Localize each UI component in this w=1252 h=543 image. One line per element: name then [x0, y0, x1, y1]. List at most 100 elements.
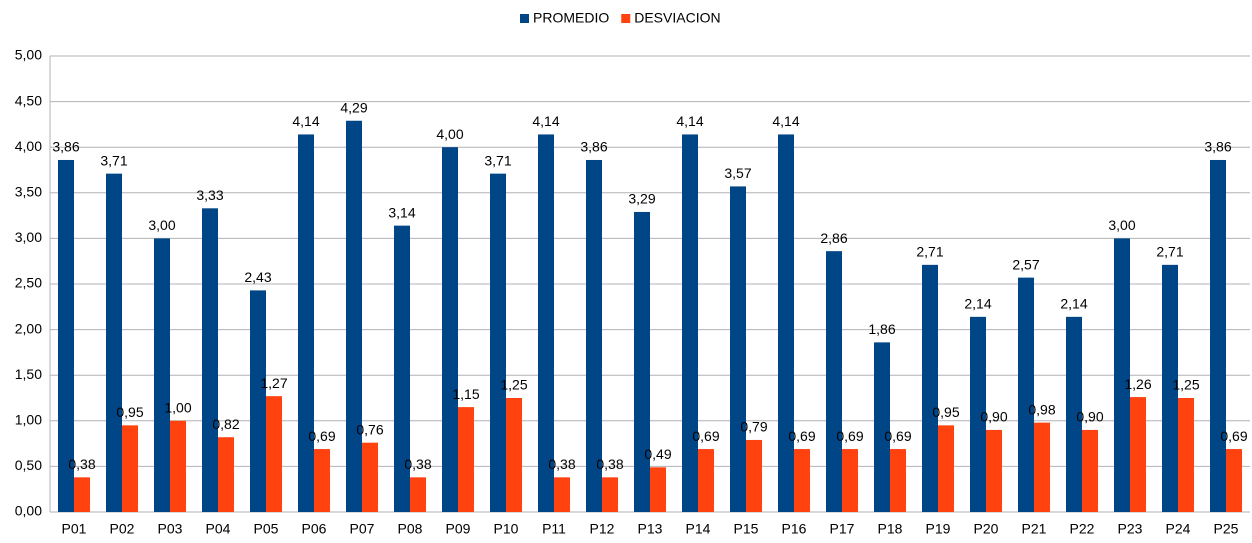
- value-label: 1,26: [1124, 376, 1151, 392]
- bar: [746, 439, 762, 512]
- bar: [682, 134, 698, 512]
- bar: [490, 173, 506, 512]
- bar: [922, 264, 938, 512]
- value-label: 0,38: [596, 456, 623, 472]
- bar: [346, 120, 362, 512]
- value-label: 0,98: [1028, 401, 1055, 417]
- y-tick-label: 1,00: [15, 412, 42, 428]
- bar: [266, 396, 282, 512]
- x-tick-label: P15: [734, 521, 759, 537]
- bar: [538, 134, 554, 512]
- bar: [298, 134, 314, 512]
- value-label: 3,57: [724, 165, 751, 181]
- legend-label: PROMEDIO: [533, 10, 609, 26]
- bar: [1114, 238, 1130, 512]
- bar: [202, 208, 218, 512]
- bar: [730, 186, 746, 512]
- bar: [1130, 397, 1146, 512]
- value-label: 0,49: [644, 446, 671, 462]
- bar: [1210, 159, 1226, 512]
- bar: [890, 449, 906, 512]
- value-label: 0,69: [884, 428, 911, 444]
- value-label: 0,69: [1220, 428, 1247, 444]
- value-label: 0,38: [68, 456, 95, 472]
- x-tick-label: P17: [830, 521, 855, 537]
- bar: [938, 425, 954, 512]
- value-label: 4,14: [532, 113, 559, 129]
- bar: [586, 159, 602, 512]
- value-label: 3,33: [196, 187, 223, 203]
- x-tick-label: P18: [878, 521, 903, 537]
- bar: [122, 425, 138, 512]
- x-tick-label: P14: [686, 521, 711, 537]
- value-label: 0,95: [116, 404, 143, 420]
- bar: [154, 238, 170, 512]
- value-label: 1,25: [1172, 377, 1199, 393]
- bar: [394, 225, 410, 512]
- y-tick-label: 3,00: [15, 229, 42, 245]
- x-tick-label: P21: [1022, 521, 1047, 537]
- x-tick-label: P05: [254, 521, 279, 537]
- value-label: 0,95: [932, 404, 959, 420]
- x-tick-label: P03: [158, 521, 183, 537]
- bar: [794, 449, 810, 512]
- x-tick-label: P04: [206, 521, 231, 537]
- x-tick-label: P06: [302, 521, 327, 537]
- value-label: 3,29: [628, 191, 655, 207]
- bar: [362, 442, 378, 512]
- x-tick-label: P16: [782, 521, 807, 537]
- value-label: 2,14: [964, 296, 991, 312]
- y-tick-label: 2,50: [15, 275, 42, 291]
- bar: [250, 290, 266, 512]
- bar: [698, 449, 714, 512]
- value-label: 2,86: [820, 230, 847, 246]
- value-label: 0,69: [836, 428, 863, 444]
- x-tick-label: P07: [350, 521, 375, 537]
- value-label: 0,82: [212, 416, 239, 432]
- value-label: 0,90: [980, 409, 1007, 425]
- x-tick-label: P20: [974, 521, 999, 537]
- y-tick-label: 5,00: [15, 47, 42, 63]
- bar: [442, 147, 458, 512]
- bar: [1162, 264, 1178, 512]
- bar: [986, 429, 1002, 512]
- y-tick-label: 0,00: [15, 503, 42, 519]
- legend-label: DESVIACION: [634, 10, 720, 26]
- bar: [506, 398, 522, 512]
- bar: [1066, 316, 1082, 512]
- value-label: 0,69: [788, 428, 815, 444]
- bar: [74, 477, 90, 512]
- bar: [778, 134, 794, 512]
- value-label: 2,71: [916, 244, 943, 260]
- x-tick-label: P24: [1166, 521, 1191, 537]
- bar: [874, 342, 890, 512]
- bar: [106, 173, 122, 512]
- value-label: 0,79: [740, 419, 767, 435]
- bar: [602, 477, 618, 512]
- x-tick-label: P25: [1214, 521, 1239, 537]
- bar: [554, 477, 570, 512]
- value-label: 1,25: [500, 377, 527, 393]
- value-label: 0,69: [308, 428, 335, 444]
- bar: [970, 316, 986, 512]
- value-label: 3,86: [52, 139, 79, 155]
- y-tick-label: 2,00: [15, 320, 42, 336]
- value-label: 2,57: [1012, 256, 1039, 272]
- y-tick-label: 4,50: [15, 92, 42, 108]
- bar: [650, 467, 666, 512]
- bar: [1226, 449, 1242, 512]
- bar: [458, 407, 474, 512]
- bar: [410, 477, 426, 512]
- value-label: 1,15: [452, 386, 479, 402]
- value-label: 1,86: [868, 321, 895, 337]
- bar: [58, 159, 74, 512]
- bar: [1034, 422, 1050, 512]
- value-label: 3,71: [100, 152, 127, 168]
- bar: [1178, 398, 1194, 512]
- x-tick-label: P23: [1118, 521, 1143, 537]
- bar: [634, 211, 650, 512]
- value-label: 3,00: [148, 217, 175, 233]
- value-label: 1,00: [164, 400, 191, 416]
- bar: [842, 449, 858, 512]
